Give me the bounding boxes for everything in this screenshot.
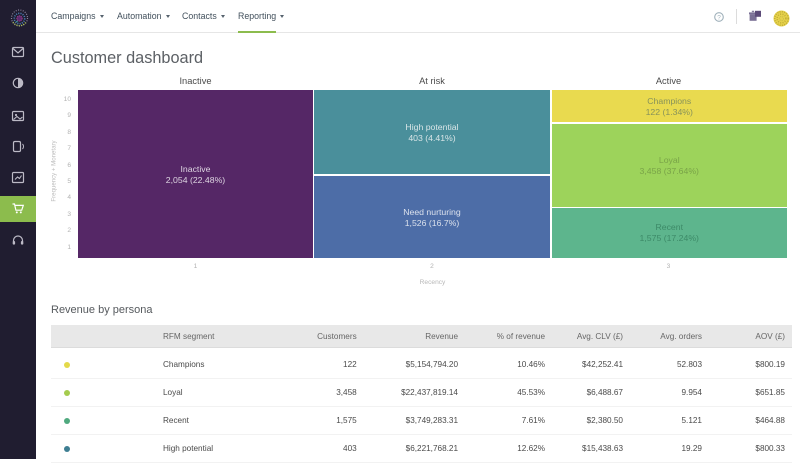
- svg-text:?: ?: [717, 14, 721, 21]
